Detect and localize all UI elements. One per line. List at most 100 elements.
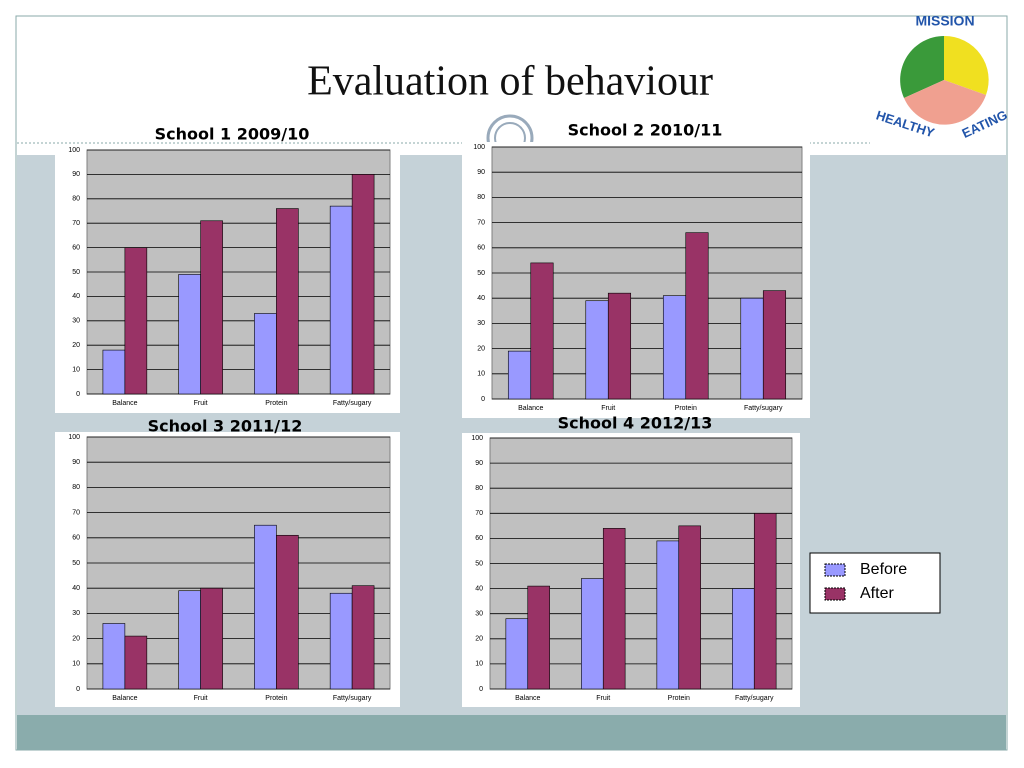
x-tick-label: Balance	[112, 400, 137, 407]
bar	[124, 635, 148, 690]
y-tick-label: 70	[477, 219, 485, 226]
y-tick-label: 0	[76, 686, 80, 693]
y-tick-label: 100	[68, 147, 80, 154]
y-tick-label: 20	[477, 345, 485, 352]
bar	[351, 585, 375, 690]
bar	[762, 290, 787, 400]
legend-swatch	[824, 587, 846, 601]
bar	[530, 262, 554, 400]
bar	[329, 592, 353, 690]
y-tick-label: 90	[477, 169, 485, 176]
bar	[276, 534, 299, 690]
y-tick-label: 40	[72, 585, 80, 592]
x-tick-label: Balance	[515, 695, 540, 702]
y-tick-label: 0	[76, 391, 80, 398]
y-tick-label: 50	[475, 560, 483, 567]
y-tick-label: 50	[72, 269, 80, 276]
bar	[507, 350, 532, 400]
bar	[607, 292, 632, 400]
bar	[656, 540, 680, 690]
bar	[124, 247, 148, 395]
bar	[200, 587, 223, 690]
legend-box	[809, 552, 941, 614]
y-tick-label: 80	[72, 196, 80, 203]
chart-title: School 3 2011/12	[148, 417, 303, 436]
y-tick-label: 50	[477, 270, 485, 277]
y-tick-label: 80	[72, 484, 80, 491]
bar	[678, 525, 701, 690]
y-tick-label: 50	[72, 560, 80, 567]
y-tick-label: 100	[473, 144, 485, 151]
logo-pink	[904, 80, 986, 125]
bar	[178, 590, 201, 690]
y-tick-label: 90	[72, 459, 80, 466]
x-tick-label: Fatty/sugary	[735, 695, 774, 702]
slide-title: Evaluation of behaviour	[307, 59, 713, 105]
bar	[662, 295, 687, 400]
bar	[527, 585, 550, 690]
y-tick-label: 20	[72, 635, 80, 642]
x-tick-label: Protein	[675, 405, 697, 412]
y-tick-label: 70	[475, 510, 483, 517]
chart-title: School 4 2012/13	[558, 414, 713, 433]
y-tick-label: 30	[477, 320, 485, 327]
y-tick-label: 60	[72, 535, 80, 542]
bar	[254, 524, 277, 690]
y-tick-label: 90	[475, 460, 483, 467]
y-tick-label: 40	[477, 295, 485, 302]
y-tick-label: 70	[72, 509, 80, 516]
y-tick-label: 10	[477, 371, 485, 378]
y-tick-label: 40	[72, 293, 80, 300]
y-tick-label: 0	[479, 686, 483, 693]
y-tick-label: 10	[72, 366, 80, 373]
y-tick-label: 90	[72, 171, 80, 178]
legend-label: After	[860, 585, 894, 602]
y-tick-label: 30	[475, 611, 483, 618]
bar	[254, 313, 277, 395]
logo-text: MISSION	[915, 13, 974, 29]
logo-green	[900, 36, 944, 98]
bar	[602, 528, 626, 690]
y-tick-label: 80	[477, 194, 485, 201]
bar	[685, 232, 709, 400]
y-tick-label: 20	[72, 342, 80, 349]
y-tick-label: 60	[72, 244, 80, 251]
bar	[102, 349, 126, 395]
x-tick-label: Protein	[668, 695, 690, 702]
legend-label: Before	[860, 561, 907, 578]
bar	[740, 297, 764, 400]
x-tick-label: Fruit	[194, 695, 208, 702]
y-tick-label: 0	[481, 396, 485, 403]
logo-yellow	[944, 35, 989, 95]
y-tick-label: 20	[475, 636, 483, 643]
x-tick-label: Protein	[265, 695, 287, 702]
x-tick-label: Fruit	[596, 695, 610, 702]
bar	[753, 512, 777, 690]
x-tick-label: Fatty/sugary	[744, 405, 783, 412]
x-tick-label: Fatty/sugary	[333, 400, 372, 407]
x-tick-label: Fatty/sugary	[333, 695, 372, 702]
x-tick-label: Protein	[265, 400, 287, 407]
y-tick-label: 60	[477, 245, 485, 252]
x-tick-label: Balance	[518, 405, 543, 412]
bar	[581, 578, 604, 690]
legend-swatch	[824, 563, 846, 577]
y-tick-label: 30	[72, 610, 80, 617]
bar	[585, 300, 609, 400]
y-tick-label: 70	[72, 220, 80, 227]
logo: MISSION HEALTHY EATING	[874, 13, 1009, 141]
bar	[102, 623, 126, 690]
bar	[505, 618, 529, 690]
bar	[276, 208, 299, 395]
y-tick-label: 40	[475, 585, 483, 592]
bar	[732, 588, 755, 690]
bar	[200, 220, 223, 395]
chart-title: School 1 2009/10	[155, 125, 310, 144]
x-tick-label: Fruit	[601, 405, 615, 412]
bar	[351, 174, 375, 395]
chart-title: School 2 2010/11	[568, 121, 723, 140]
y-tick-label: 80	[475, 485, 483, 492]
x-tick-label: Balance	[112, 695, 137, 702]
y-tick-label: 100	[471, 435, 483, 442]
